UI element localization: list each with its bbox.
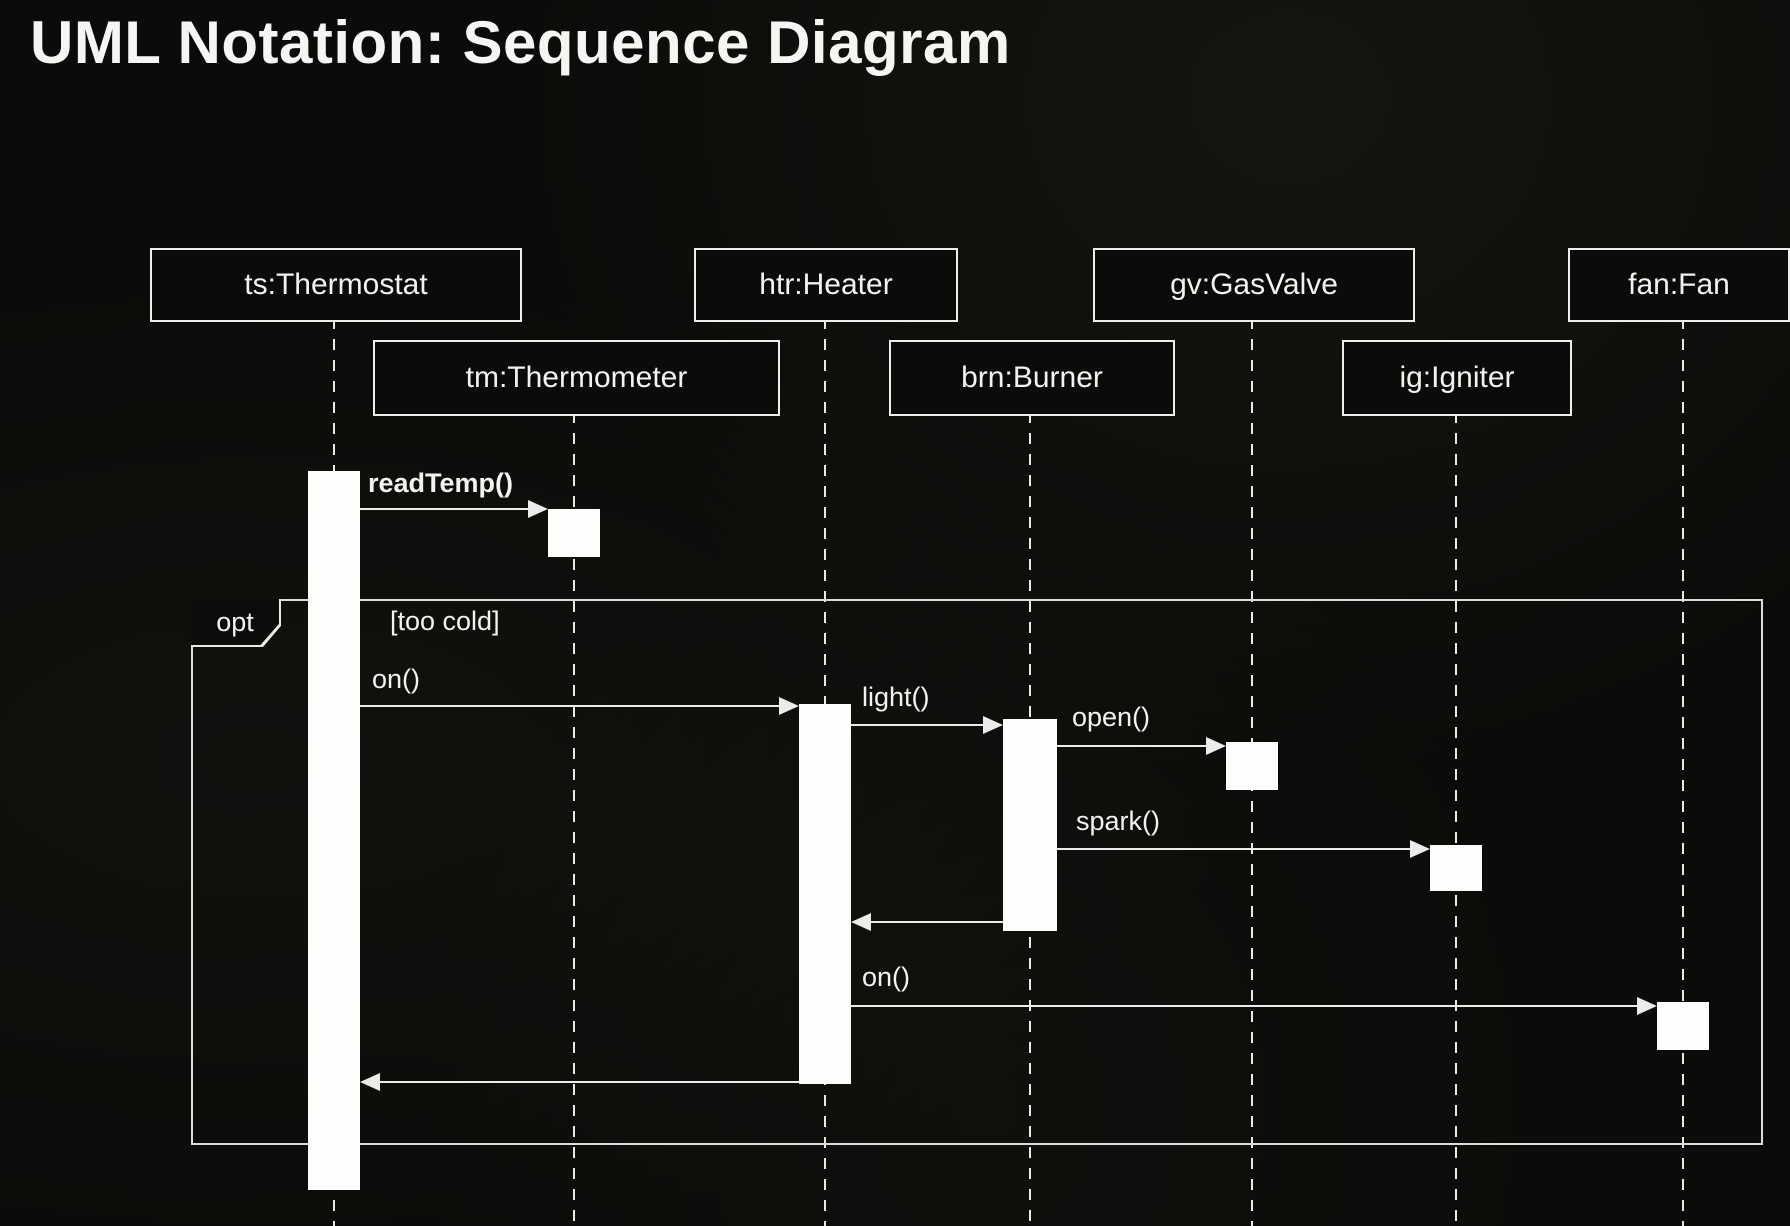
activation-thermometer [548, 509, 600, 557]
lifeline-tm-thermometer [573, 412, 575, 1226]
lifeline-ig-igniter [1455, 412, 1457, 1226]
activation-heater [799, 704, 851, 1084]
message-spark-label: spark() [1076, 806, 1161, 836]
message-on-fan-line [851, 1005, 1637, 1007]
lifeline-head-ig-igniter: ig:Igniter [1342, 340, 1572, 416]
arrowhead-right-icon [779, 697, 799, 715]
lifeline-head-label: ig:Igniter [1399, 361, 1515, 394]
lifeline-head-tm-thermometer: tm:Thermometer [373, 340, 780, 416]
message-on-heater-label: on() [372, 664, 421, 694]
arrowhead-right-icon [528, 500, 548, 518]
page-title: UML Notation: Sequence Diagram [30, 9, 1011, 76]
return-heater-to-thermostat-line [380, 1081, 799, 1083]
activation-gasvalve [1226, 742, 1278, 790]
message-light-line [851, 724, 983, 726]
arrowhead-right-icon [1410, 840, 1430, 858]
lifeline-head-label: htr:Heater [759, 268, 893, 301]
lifeline-head-label: brn:Burner [961, 361, 1103, 394]
arrowhead-left-icon [360, 1073, 380, 1091]
arrowhead-right-icon [983, 716, 1003, 734]
lifeline-head-gv-gasvalve: gv:GasValve [1093, 248, 1415, 322]
activation-igniter [1430, 845, 1482, 891]
activation-fan [1657, 1002, 1709, 1050]
return-burner-to-heater-line [871, 921, 1003, 923]
message-on-fan-label: on() [862, 962, 911, 992]
arrowhead-right-icon [1206, 737, 1226, 755]
message-on-heater-line [360, 705, 779, 707]
lifeline-head-label: fan:Fan [1628, 268, 1730, 301]
arrowhead-left-icon [851, 913, 871, 931]
activation-burner [1003, 719, 1057, 931]
lifeline-head-ts-thermostat: ts:Thermostat [150, 248, 522, 322]
lifeline-head-label: gv:GasValve [1170, 268, 1338, 301]
lifeline-head-fan-fan: fan:Fan [1568, 248, 1790, 322]
opt-fragment-tab: opt [191, 599, 281, 647]
arrowhead-right-icon [1637, 997, 1657, 1015]
message-readtemp-line [360, 508, 528, 510]
message-readtemp-label: readTemp() [368, 468, 514, 498]
message-spark-line [1057, 848, 1410, 850]
lifeline-fan-fan [1682, 318, 1684, 1226]
message-open-line [1057, 745, 1206, 747]
activation-thermostat [308, 471, 360, 1190]
lifeline-head-label: ts:Thermostat [244, 268, 428, 301]
lifeline-head-brn-burner: brn:Burner [889, 340, 1175, 416]
lifeline-head-htr-heater: htr:Heater [694, 248, 958, 322]
message-light-label: light() [862, 682, 930, 712]
opt-fragment-frame [191, 599, 1763, 1145]
lifeline-head-label: tm:Thermometer [465, 361, 688, 394]
guard-condition-label: [too cold] [390, 606, 500, 636]
opt-operator-label: opt [191, 599, 279, 645]
message-open-label: open() [1072, 702, 1151, 732]
